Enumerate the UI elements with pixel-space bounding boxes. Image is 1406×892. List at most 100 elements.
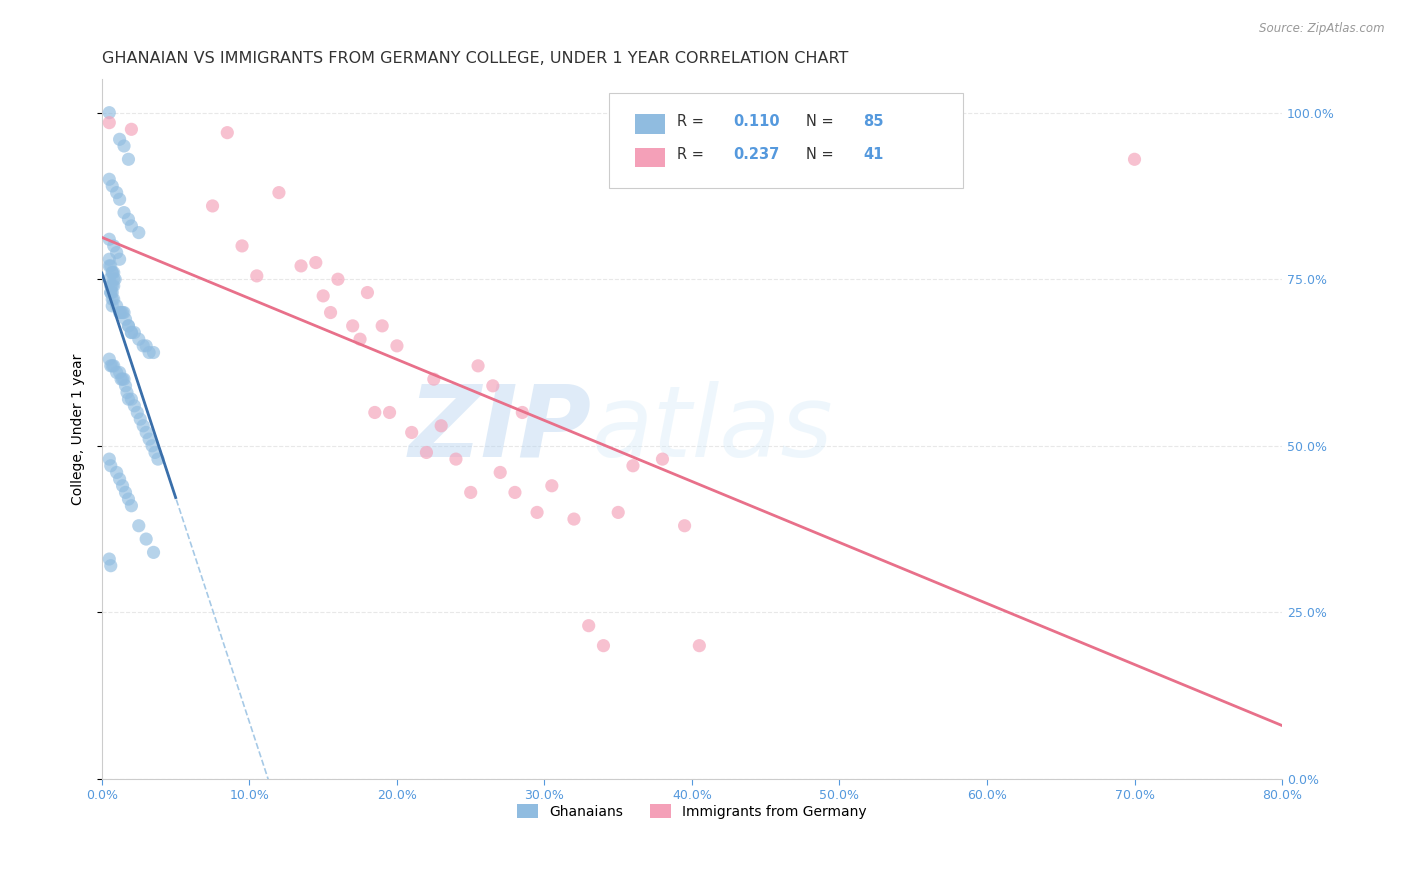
Point <box>98 116 121 130</box>
Point <box>103 266 125 280</box>
Point <box>415 445 437 459</box>
Point <box>141 439 163 453</box>
Point <box>120 219 142 233</box>
Point <box>103 292 125 306</box>
Point <box>114 312 136 326</box>
Point <box>201 199 224 213</box>
Point <box>129 412 152 426</box>
Point <box>114 379 136 393</box>
Text: R =: R = <box>676 114 709 128</box>
Point <box>578 618 600 632</box>
Point <box>101 292 124 306</box>
Point <box>98 552 121 566</box>
Point <box>401 425 423 440</box>
Point <box>100 458 122 473</box>
Point <box>120 326 142 340</box>
Point <box>98 105 121 120</box>
Point <box>100 285 122 300</box>
Point <box>112 205 135 219</box>
Point <box>482 379 505 393</box>
Point <box>138 432 160 446</box>
Point <box>105 245 128 260</box>
FancyBboxPatch shape <box>636 114 665 134</box>
FancyBboxPatch shape <box>609 94 963 188</box>
Point <box>460 485 482 500</box>
Text: 0.110: 0.110 <box>734 114 780 128</box>
Point <box>128 332 150 346</box>
Point <box>135 339 157 353</box>
Point <box>132 339 155 353</box>
Point <box>356 285 378 300</box>
Point <box>101 178 124 193</box>
Point <box>146 452 169 467</box>
Point <box>142 545 165 559</box>
Text: 41: 41 <box>863 147 883 162</box>
Point <box>143 445 166 459</box>
Point <box>101 278 124 293</box>
Point <box>117 153 139 167</box>
Point <box>592 639 614 653</box>
Point <box>98 259 121 273</box>
Point <box>120 392 142 406</box>
Text: GHANAIAN VS IMMIGRANTS FROM GERMANY COLLEGE, UNDER 1 YEAR CORRELATION CHART: GHANAIAN VS IMMIGRANTS FROM GERMANY COLL… <box>101 51 848 66</box>
Point <box>103 272 125 286</box>
Point <box>562 512 585 526</box>
Point <box>101 266 124 280</box>
Point <box>100 558 122 573</box>
Point <box>98 352 121 367</box>
Point <box>117 492 139 507</box>
Point <box>98 272 121 286</box>
Point <box>112 305 135 319</box>
Point <box>101 285 124 300</box>
Point <box>117 392 139 406</box>
Point <box>103 278 125 293</box>
Point <box>385 339 408 353</box>
Point <box>105 466 128 480</box>
Point <box>115 385 138 400</box>
Point <box>128 518 150 533</box>
Point <box>135 532 157 546</box>
Point <box>105 366 128 380</box>
Point <box>128 226 150 240</box>
Point <box>371 318 394 333</box>
Point <box>503 485 526 500</box>
Point <box>120 122 142 136</box>
Text: Source: ZipAtlas.com: Source: ZipAtlas.com <box>1260 22 1385 36</box>
Point <box>326 272 349 286</box>
Point <box>267 186 290 200</box>
Point <box>319 305 342 319</box>
Point <box>112 139 135 153</box>
Point <box>120 499 142 513</box>
Point <box>444 452 467 467</box>
Point <box>217 126 239 140</box>
Point <box>101 299 124 313</box>
Point <box>1123 153 1146 167</box>
Point <box>305 255 328 269</box>
Point <box>117 318 139 333</box>
Text: R =: R = <box>676 147 709 162</box>
Point <box>510 405 533 419</box>
Point <box>104 272 127 286</box>
Point <box>108 366 131 380</box>
Point <box>349 332 371 346</box>
Point <box>246 268 269 283</box>
Point <box>108 252 131 267</box>
Point <box>607 505 630 519</box>
Point <box>621 458 644 473</box>
Point <box>342 318 364 333</box>
Point <box>100 359 122 373</box>
Point <box>108 472 131 486</box>
Point <box>132 418 155 433</box>
Point <box>467 359 489 373</box>
Point <box>114 485 136 500</box>
Point <box>124 326 146 340</box>
Point <box>120 326 142 340</box>
Text: N =: N = <box>807 147 839 162</box>
Point <box>489 466 512 480</box>
Point <box>108 132 131 146</box>
Text: ZIP: ZIP <box>409 381 592 477</box>
Point <box>688 639 710 653</box>
Point <box>105 299 128 313</box>
Point <box>111 372 134 386</box>
Point <box>430 418 453 433</box>
